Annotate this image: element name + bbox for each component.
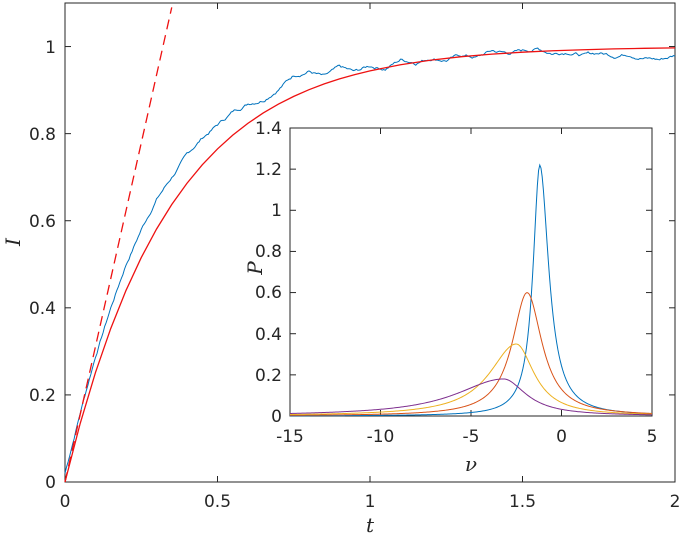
main-x-tick-label: 0.5 (204, 492, 231, 512)
inset-distribution-series-1 (290, 163, 653, 417)
inset-distribution-series-2 (290, 292, 653, 416)
inset-x-tick-label: -15 (276, 427, 304, 447)
fit-series (64, 47, 676, 483)
inset-plot-frame (289, 127, 653, 417)
inset-y-tick-labels: 0 0.2 0.4 0.6 0.8 1 1.2 1.4 (255, 119, 282, 427)
inset-x-tick-labels: -15 -10 -5 0 5 (276, 427, 657, 447)
inset-x-tick-label: 0 (556, 427, 567, 447)
main-y-tick-labels: 0 0.2 0.4 0.6 0.8 1 (29, 38, 56, 493)
inset-distribution-series-4 (289, 378, 653, 416)
inset-distribution-series-3 (289, 343, 653, 416)
main-x-tick-label: 1 (365, 492, 376, 512)
inset-x-axis-title: ν (465, 452, 477, 476)
simulation-series (64, 47, 676, 474)
inset-x-tick-label: -10 (367, 427, 395, 447)
inset-y-tick-label: 1.4 (255, 119, 282, 139)
main-y-tick-label: 0.4 (29, 299, 56, 319)
inset-x-tick-label: 5 (647, 427, 658, 447)
main-x-tick-label: 1.5 (509, 492, 536, 512)
main-y-tick-label: 0.8 (29, 125, 56, 145)
main-x-axis-title: t (366, 513, 375, 537)
main-y-tick-label: 1 (45, 38, 56, 58)
inset-series (289, 163, 653, 417)
inset-y-axis-title: P (243, 261, 267, 276)
inset-y-tick-label: 1.2 (255, 160, 282, 180)
inset-ticks (289, 127, 653, 417)
initial-slope-series (64, 7, 173, 483)
inset-y-tick-label: 0.2 (255, 366, 282, 386)
main-y-tick-label: 0.6 (29, 212, 56, 232)
main-x-tick-labels: 0 0.5 1 1.5 2 (60, 492, 681, 512)
main-y-tick-label: 0 (45, 473, 56, 493)
inset-x-tick-label: -5 (463, 427, 480, 447)
inset-y-tick-label: 1 (271, 201, 282, 221)
inset-y-tick-label: 0.6 (255, 283, 282, 303)
inset-y-tick-label: 0.4 (255, 325, 282, 345)
main-y-axis-title: I (1, 237, 25, 247)
main-x-tick-label: 2 (670, 492, 681, 512)
main-ticks (64, 3, 676, 483)
inset-y-tick-label: 0 (271, 407, 282, 427)
main-x-tick-label: 0 (60, 492, 71, 512)
main-y-tick-label: 0.2 (29, 386, 56, 406)
main-series (64, 7, 676, 483)
inset-axes: -15 -10 -5 0 5 0 0.2 0.4 0.6 0.8 1 1.2 1… (243, 119, 657, 476)
inset-y-tick-label: 0.8 (255, 242, 282, 262)
